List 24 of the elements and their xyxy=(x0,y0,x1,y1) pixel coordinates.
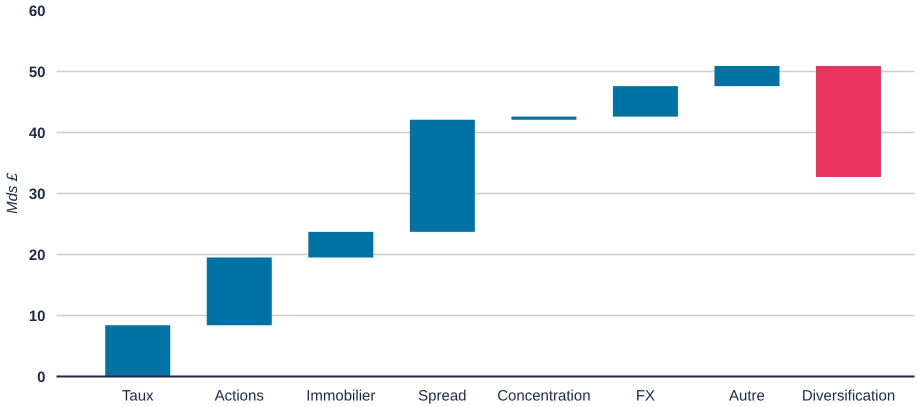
y-tick-label: 30 xyxy=(28,186,46,203)
y-tick-label: 40 xyxy=(28,125,46,142)
x-tick-label: Actions xyxy=(214,388,264,404)
y-axis-title: Mds £ xyxy=(4,172,21,214)
x-tick-label: Autre xyxy=(729,388,765,404)
bar xyxy=(816,66,881,178)
y-tick-label: 10 xyxy=(28,308,46,325)
bar xyxy=(105,325,170,376)
bar xyxy=(206,258,272,326)
x-tick-label: Concentration xyxy=(497,388,591,404)
y-tick-label: 0 xyxy=(37,369,46,386)
bar xyxy=(714,66,780,86)
x-tick-label: Spread xyxy=(418,388,467,404)
x-tick-label: Taux xyxy=(122,388,154,404)
bar xyxy=(612,86,678,117)
y-tick-label: 50 xyxy=(28,64,46,81)
x-tick-label: Immobilier xyxy=(306,388,376,404)
bar xyxy=(511,116,576,120)
bar xyxy=(410,120,475,232)
bar xyxy=(308,232,374,258)
x-tick-label: Diversification xyxy=(802,388,896,404)
y-tick-label: 20 xyxy=(28,247,46,264)
y-tick-label: 60 xyxy=(28,3,46,20)
x-tick-label: FX xyxy=(636,388,656,404)
